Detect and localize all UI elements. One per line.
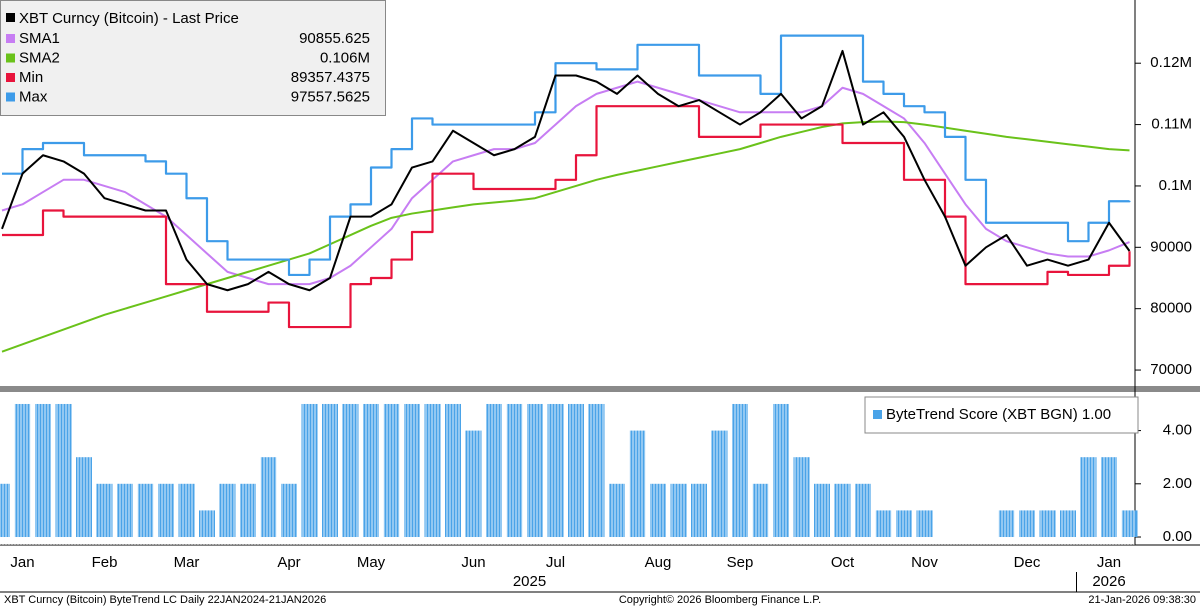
- bar: [14, 403, 31, 538]
- y-tick-label: 80000: [1150, 300, 1192, 317]
- footer-center: Copyright© 2026 Bloomberg Finance L.P.: [619, 594, 821, 606]
- legend-label: SMA2: [19, 49, 60, 66]
- bar: [711, 430, 728, 538]
- y-tick-label: 0.1M: [1159, 177, 1192, 194]
- y-tick-label: 2.00: [1163, 475, 1192, 492]
- bar: [342, 403, 359, 538]
- x-tick-label: Mar: [174, 554, 200, 571]
- bar: [178, 483, 195, 538]
- bar: [609, 483, 625, 538]
- legend-swatch: [6, 13, 15, 22]
- legend-label: Min: [19, 69, 43, 86]
- bar: [1121, 510, 1138, 538]
- legend-value: 90855.625: [299, 30, 370, 47]
- x-tick-label: Jan: [1097, 554, 1121, 571]
- bar: [670, 483, 687, 538]
- x-tick-label: Jan: [10, 554, 34, 571]
- bar: [752, 483, 769, 538]
- bar: [773, 403, 789, 538]
- legend-label: SMA1: [19, 30, 60, 47]
- bar: [0, 483, 10, 538]
- bar: [383, 403, 400, 538]
- legend-box: [0, 0, 386, 116]
- bar: [527, 403, 543, 538]
- bar: [875, 510, 892, 538]
- y-tick-label: 90000: [1150, 238, 1192, 255]
- bar: [629, 430, 646, 538]
- x-tick-label: Oct: [831, 554, 855, 571]
- bar: [793, 457, 810, 538]
- x-tick-label: Jun: [461, 554, 485, 571]
- y-tick-label: 4.00: [1163, 422, 1192, 439]
- legend-box: [864, 396, 1139, 434]
- legend-label: Max: [19, 88, 48, 105]
- legend-value: 89357.4375: [291, 69, 370, 86]
- bar: [1080, 457, 1097, 538]
- bar: [137, 483, 154, 538]
- x-tick-label: Aug: [645, 554, 672, 571]
- legend-value: 97557.5625: [291, 88, 370, 105]
- bar: [281, 483, 297, 538]
- bar: [117, 483, 133, 538]
- bar: [855, 483, 871, 538]
- legend-swatch: [6, 34, 15, 43]
- series-line: [2, 34, 1131, 277]
- x-tick-label: Jul: [546, 554, 565, 571]
- bar: [1039, 510, 1056, 538]
- x-tick-label: Dec: [1014, 554, 1041, 571]
- legend-swatch: [6, 73, 15, 82]
- legend-swatch: [6, 92, 15, 102]
- bar: [260, 457, 277, 538]
- bar: [465, 430, 482, 538]
- bar: [158, 483, 174, 538]
- legend-swatch: [6, 53, 15, 63]
- y-tick-label: 70000: [1150, 361, 1192, 378]
- bar: [916, 510, 933, 538]
- bar: [301, 403, 318, 538]
- series-line: [1, 49, 1131, 292]
- x-tick-label: Feb: [92, 554, 118, 571]
- bar: [486, 403, 502, 538]
- bar: [506, 403, 523, 538]
- bar: [732, 403, 748, 538]
- legend-title: XBT Curncy (Bitcoin) - Last Price: [19, 10, 239, 27]
- legend-label: ByteTrend Score (XBT BGN) 1.00: [886, 406, 1111, 423]
- bar: [240, 483, 256, 538]
- bar: [35, 403, 51, 538]
- x-tick-label: Apr: [277, 554, 300, 571]
- series-line: [1, 120, 1130, 353]
- panel-separator: [0, 386, 1200, 392]
- x-tick-label: Sep: [727, 554, 754, 571]
- series-line: [2, 105, 1131, 329]
- x-tick-label: May: [357, 554, 386, 571]
- footer-left: XBT Curncy (Bitcoin) ByteTrend LC Daily …: [4, 594, 326, 606]
- bar: [547, 403, 564, 538]
- bar: [404, 403, 420, 538]
- x-year-label: 2026: [1092, 573, 1125, 590]
- bar: [998, 510, 1015, 538]
- legend-swatch: [873, 410, 882, 419]
- bar: [363, 403, 379, 538]
- bar: [96, 483, 113, 538]
- bar: [588, 403, 605, 538]
- bar: [834, 483, 851, 538]
- y-tick-label: 0.11M: [1151, 116, 1192, 133]
- footer-right: 21-Jan-2026 09:38:30: [1088, 594, 1196, 606]
- y-tick-label: 0.00: [1163, 528, 1192, 545]
- bar: [650, 483, 666, 538]
- bar: [1019, 510, 1035, 538]
- bar: [1101, 457, 1117, 538]
- x-tick-label: Nov: [911, 554, 938, 571]
- legend-value: 0.106M: [320, 49, 370, 66]
- bar: [896, 510, 912, 538]
- x-year-label: 2025: [513, 573, 546, 590]
- bar: [424, 403, 441, 538]
- series-line: [1, 80, 1130, 286]
- bar: [55, 403, 72, 538]
- y-tick-label: 0.12M: [1150, 54, 1192, 71]
- bar: [219, 483, 236, 538]
